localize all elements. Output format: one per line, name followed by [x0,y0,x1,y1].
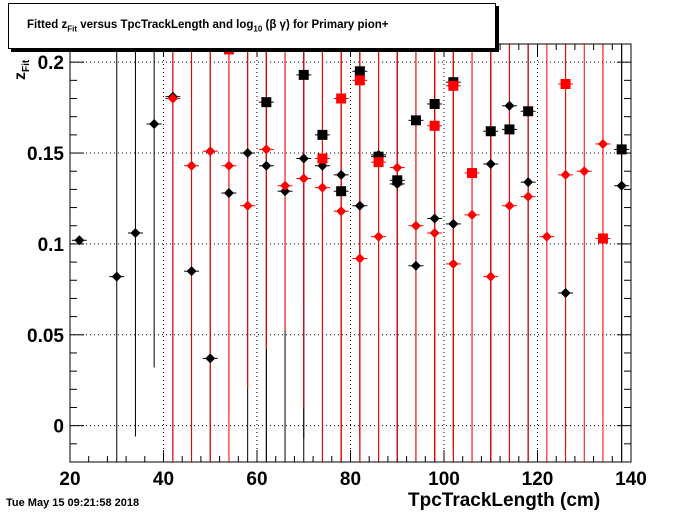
data-point-diamond [448,218,459,229]
data-point-square [261,97,272,108]
data-point-square [429,120,440,131]
data-point-diamond [186,160,197,171]
x-tick-label: 100 [428,469,460,490]
data-point-diamond [186,266,197,277]
data-point-diamond [205,146,216,157]
data-point-square [448,80,459,91]
data-point-diamond [448,258,459,269]
data-point-diamond [280,180,291,191]
axis-tick-labels: 20 40 60 80 100 120 140 0 0.05 0.1 0.15 0.2 [27,53,647,490]
data-point-diamond [261,144,272,155]
data-point-diamond [560,287,571,298]
data-point-diamond [541,231,552,242]
data-point-diamond [579,166,590,177]
data-point-square [373,151,384,162]
data-point-diamond [485,271,496,282]
title-box: Fitted zFit versus TpcTrackLength and lo… [8,3,496,49]
data-point-diamond [298,173,309,184]
data-point-diamond [373,231,384,242]
data-point-square [429,98,440,109]
data-point-square [354,66,365,77]
data-point-square [560,78,571,89]
x-tick-label: 80 [340,469,361,490]
data-point-square [392,175,403,186]
data-point-diamond [205,353,216,364]
data-point-square [223,44,234,55]
data-point-diamond [223,188,234,199]
data-point-diamond [167,93,178,104]
data-point-diamond [504,200,515,211]
data-point-diamond [280,186,291,197]
data-point-diamond [410,220,421,231]
data-point-square [298,69,309,80]
x-axis-label: TpcTrackLength (cm) [408,490,601,511]
y-axis-label: zFit [12,59,33,80]
data-point-diamond [130,228,141,239]
data-point-diamond [336,206,347,217]
data-point-square [354,75,365,86]
timestamp: Tue May 15 09:21:58 2018 [6,497,140,509]
data-point-diamond [354,253,365,264]
error-bars [71,43,630,462]
y-tick-label: 0.05 [27,326,64,347]
data-point-square [467,168,478,179]
data-point-diamond [354,200,365,211]
data-point-square [317,129,328,140]
y-tick-label: 0.1 [38,235,65,256]
x-tick-label: 120 [522,469,554,490]
data-point-square [523,106,534,117]
data-point-diamond [223,160,234,171]
grid-lines [70,44,631,462]
data-point-diamond [410,260,421,271]
chart-title: Fitted zFit versus TpcTrackLength and lo… [27,19,389,34]
data-point-diamond [467,209,478,220]
data-point-diamond [616,180,627,191]
data-point-diamond [298,153,309,164]
data-point-diamond [336,169,347,180]
data-point-diamond [261,160,272,171]
data-point-diamond [523,191,534,202]
data-point-diamond [597,138,608,149]
data-point-square [597,233,608,244]
data-point-square [373,157,384,168]
data-point-square [485,126,496,137]
data-point-diamond [485,158,496,169]
x-tick-label: 40 [153,469,174,490]
data-point-square [504,124,515,135]
data-point-diamond [242,148,253,159]
data-point-diamond [429,213,440,224]
data-point-diamond [317,182,328,193]
data-point-diamond [111,271,122,282]
data-markers [74,39,627,364]
data-point-diamond [560,169,571,180]
data-point-square [410,115,421,126]
data-point-diamond [392,162,403,173]
data-point-diamond [429,228,440,239]
x-tick-label: 60 [246,469,267,490]
data-point-square [317,153,328,164]
data-point-square [336,93,347,104]
data-point-diamond [74,235,85,246]
data-point-diamond [504,100,515,111]
y-tick-label: 0.2 [38,53,64,74]
data-point-diamond [242,200,253,211]
data-point-square [336,186,347,197]
y-tick-label: 0.15 [27,144,64,165]
data-point-square [616,144,627,155]
x-tick-label: 20 [59,469,80,490]
x-tick-label: 140 [615,469,647,490]
y-tick-label: 0 [53,417,64,438]
data-point-diamond [523,177,534,188]
data-point-diamond [149,118,160,129]
